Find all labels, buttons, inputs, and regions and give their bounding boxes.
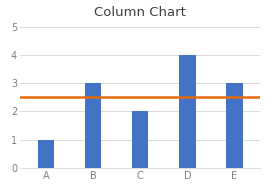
Bar — [226, 83, 243, 168]
Bar — [38, 140, 54, 168]
Bar — [179, 55, 196, 168]
Bar — [132, 111, 148, 168]
Title: Column Chart: Column Chart — [94, 6, 186, 19]
Bar — [85, 83, 101, 168]
